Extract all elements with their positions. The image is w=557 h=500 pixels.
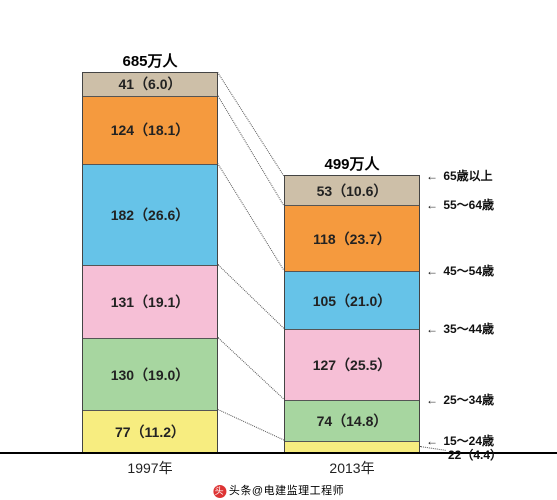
bar-bar2013: 53（10.6）118（23.7）105（21.0）127（25.5）74（14… (284, 175, 420, 452)
connector-line (218, 409, 284, 440)
category-label: 65歳以上 (426, 167, 493, 184)
connector-line (217, 337, 284, 399)
segment: 127（25.5） (285, 329, 419, 399)
segment: 130（19.0） (83, 338, 217, 410)
category-label: 55～64歳 (426, 196, 494, 213)
segment: 118（23.7） (285, 205, 419, 270)
category-label: 35～44歳 (426, 320, 494, 337)
category-label: 45～54歳 (426, 262, 494, 279)
stacked-bar-chart: 41（6.0）124（18.1）182（26.6）131（19.1）130（19… (52, 20, 522, 452)
attribution: 头头条@电建监理工程师 (213, 482, 344, 498)
attribution-text: 头条@电建监理工程师 (229, 485, 344, 497)
x-axis-label: 1997年 (82, 458, 218, 478)
category-label: 25～34歳 (426, 391, 494, 408)
segment: 131（19.1） (83, 265, 217, 338)
connector-line (217, 95, 284, 205)
overflow-value: 22（4.4） (448, 446, 502, 463)
segment: 182（26.6） (83, 164, 217, 265)
connector-line (217, 163, 284, 270)
segment: 77（11.2） (83, 410, 217, 453)
x-axis-label: 2013年 (284, 458, 420, 478)
segment: 74（14.8） (285, 400, 419, 441)
segment: 41（6.0） (83, 73, 217, 96)
connector-line (217, 264, 284, 329)
bar-bar1997: 41（6.0）124（18.1）182（26.6）131（19.1）130（19… (82, 72, 218, 452)
segment: 124（18.1） (83, 96, 217, 165)
source-icon: 头 (213, 485, 226, 498)
bar-title: 685万人 (82, 50, 218, 71)
segment: 53（10.6） (285, 176, 419, 205)
segment: 105（21.0） (285, 271, 419, 329)
bar-title: 499万人 (284, 153, 420, 174)
connector-line (217, 72, 284, 176)
